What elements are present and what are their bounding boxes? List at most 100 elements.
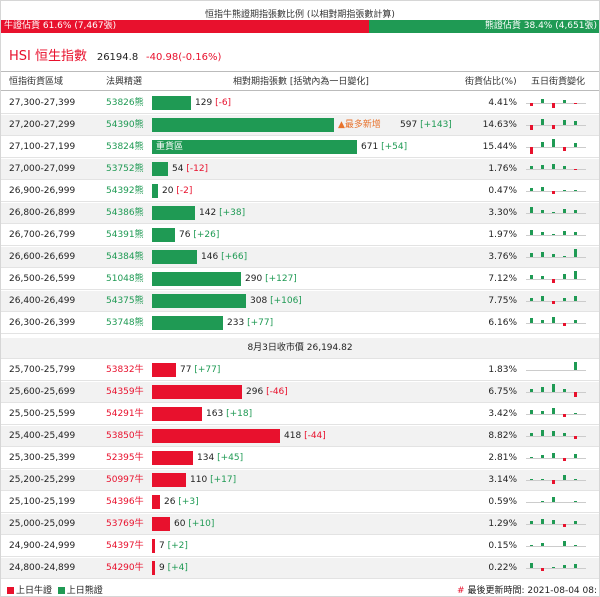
sparkline-mark <box>563 389 566 392</box>
share-cell: 0.47% <box>488 186 517 196</box>
share-cell: 0.15% <box>488 541 517 551</box>
sparkline-mark <box>563 189 566 191</box>
warrant-code-link[interactable]: 53748熊 <box>106 318 144 328</box>
sparkline-mark <box>541 141 544 147</box>
sparkline-mark <box>552 211 555 213</box>
warrant-code-link[interactable]: 54390熊 <box>106 120 144 130</box>
sparkline-mark <box>574 143 577 147</box>
table-row: 25,000-25,099 53769牛 60 [+10] 1.29% <box>1 514 599 535</box>
warrant-code-link[interactable]: 53832牛 <box>106 365 144 375</box>
table-row: 27,000-27,099 53752熊 54 [-12] 1.76% <box>1 159 599 180</box>
contracts-label: 163 [+18] <box>206 407 252 421</box>
header-divider <box>1 90 599 91</box>
sparkline-baseline <box>526 103 586 104</box>
sparkline-baseline <box>526 301 586 302</box>
warrant-code-link[interactable]: 54375熊 <box>106 296 144 306</box>
contracts-count: 163 <box>206 409 224 419</box>
sparkline-mark <box>552 407 555 414</box>
sparkline-mark <box>530 125 533 131</box>
table-row: 24,900-24,999 54397牛 7 [+2] 0.15% <box>1 536 599 557</box>
sparkline-mark <box>541 118 544 125</box>
sparkline-mark <box>530 544 533 546</box>
warrant-code-link[interactable]: 54392熊 <box>106 186 144 196</box>
contracts-bar <box>152 96 191 110</box>
five-day-sparkline <box>526 117 586 133</box>
table-row: 26,700-26,799 54391熊 76 [+26] 1.97% <box>1 225 599 246</box>
table-row: 26,500-26,599 51048熊 290 [+127] 7.12% <box>1 269 599 290</box>
range-cell: 26,500-26,599 <box>9 274 76 284</box>
share-cell: 1.29% <box>488 519 517 529</box>
sparkline-mark <box>574 362 577 370</box>
most-added-tag: ▲最多新增 <box>338 120 381 130</box>
sparkline-mark <box>574 295 577 301</box>
share-cell: 7.75% <box>488 296 517 306</box>
warrant-code-link[interactable]: 53752熊 <box>106 164 144 174</box>
sparkline-mark <box>530 188 533 191</box>
contracts-count: 9 <box>159 563 165 573</box>
table-row: 27,100-27,199 53824熊 重貨區 671 [+54] 15.44% <box>1 137 599 158</box>
warrant-code-link[interactable]: 54386熊 <box>106 208 144 218</box>
warrant-code-link[interactable]: 54396牛 <box>106 497 144 507</box>
contracts-count: 290 <box>245 274 263 284</box>
index-quote: HSI 恒生指數 26194.8 -40.98(-0.16%) <box>9 45 221 64</box>
warrant-code-link[interactable]: 51048熊 <box>106 274 144 284</box>
sparkline-mark <box>541 500 544 502</box>
contracts-change: [-46] <box>266 387 288 397</box>
range-cell: 25,300-25,399 <box>9 453 76 463</box>
warrant-code-link[interactable]: 54359牛 <box>106 387 144 397</box>
contracts-label: 142 [+38] <box>199 206 245 220</box>
header-share: 街貨佔比(%) <box>465 77 517 87</box>
table-row: 26,800-26,899 54386熊 142 [+38] 3.30% <box>1 203 599 224</box>
share-cell: 3.42% <box>488 409 517 419</box>
contracts-bar <box>152 517 170 531</box>
sparkline-mark <box>574 121 577 125</box>
contracts-bar <box>152 495 160 509</box>
sparkline-mark <box>541 210 544 213</box>
warrant-code-link[interactable]: 53769牛 <box>106 519 144 529</box>
five-day-sparkline <box>526 560 586 576</box>
range-cell: 26,400-26,499 <box>9 296 76 306</box>
contracts-change: [-6] <box>215 98 232 108</box>
sparkline-mark <box>530 562 533 568</box>
contracts-change: [-2] <box>176 186 193 196</box>
sparkline-mark <box>552 384 555 392</box>
sparkline-mark <box>530 521 533 524</box>
warrant-code-link[interactable]: 53824熊 <box>106 142 144 152</box>
contracts-count: 233 <box>227 318 245 328</box>
sparkline-baseline <box>526 370 586 371</box>
sparkline-mark <box>552 316 555 323</box>
contracts-bar <box>152 451 193 465</box>
warrant-code-link[interactable]: 54391熊 <box>106 230 144 240</box>
warrant-code-link[interactable]: 53826熊 <box>106 98 144 108</box>
range-cell: 25,600-25,699 <box>9 387 76 397</box>
contracts-label: 20 [-2] <box>162 184 192 198</box>
warrant-code-link[interactable]: 54290牛 <box>106 563 144 573</box>
index-name[interactable]: HSI 恒生指數 <box>9 49 87 64</box>
contracts-label: 77 [+77] <box>180 363 220 377</box>
sparkline-baseline <box>526 257 586 258</box>
warrant-code-link[interactable]: 50997牛 <box>106 475 144 485</box>
range-cell: 24,800-24,899 <box>9 563 76 573</box>
sparkline-mark <box>563 565 566 568</box>
sparkline-mark <box>574 454 577 458</box>
sparkline-baseline <box>526 279 586 280</box>
sparkline-mark <box>574 169 577 171</box>
contracts-change: [-44] <box>304 431 326 441</box>
warrant-code-link[interactable]: 54291牛 <box>106 409 144 419</box>
sparkline-mark <box>563 273 566 279</box>
header-range: 恒指街貨區域 <box>9 77 64 87</box>
sparkline-mark <box>552 301 555 304</box>
contracts-bar <box>152 561 155 575</box>
contracts-bar <box>152 206 195 220</box>
share-cell: 3.30% <box>488 208 517 218</box>
warrant-code-link[interactable]: 54397牛 <box>106 541 144 551</box>
contracts-count: 60 <box>174 519 186 529</box>
table-row: 25,100-25,199 54396牛 26 [+3] 0.59% <box>1 492 599 513</box>
warrant-code-link[interactable]: 52395牛 <box>106 453 144 463</box>
sparkline-mark <box>541 386 544 392</box>
warrant-code-link[interactable]: 53850牛 <box>106 431 144 441</box>
warrant-code-link[interactable]: 54384熊 <box>106 252 144 262</box>
contracts-count: 26 <box>164 497 176 507</box>
sparkline-mark <box>530 166 533 169</box>
sparkline-baseline <box>526 480 586 481</box>
